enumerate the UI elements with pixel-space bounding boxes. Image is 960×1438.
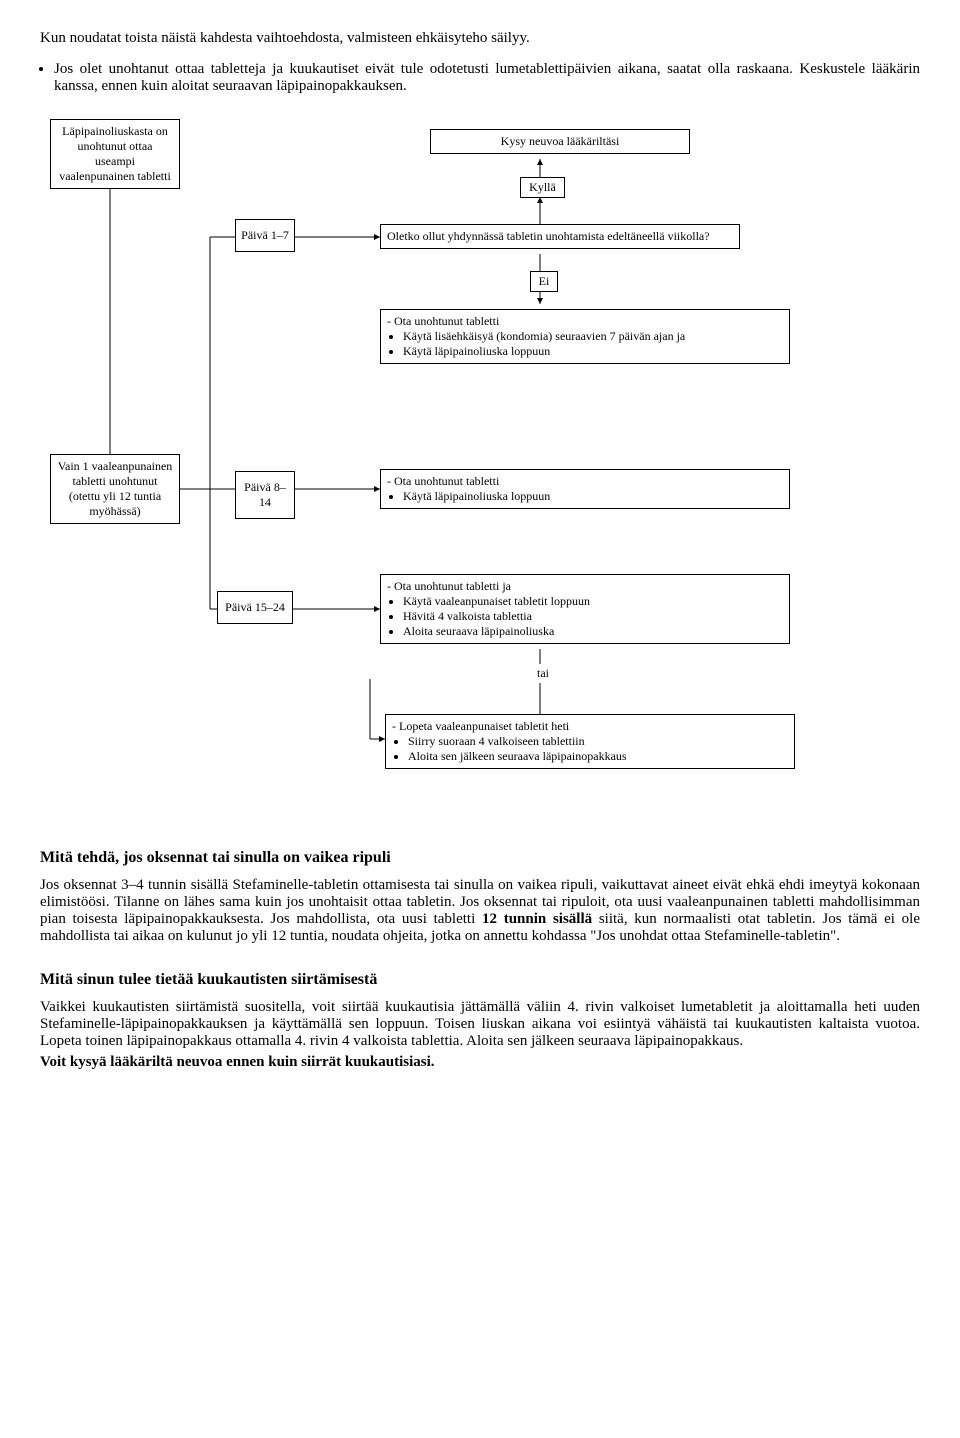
flow-box-action-4: - Lopeta vaaleanpunaiset tabletit heti S… xyxy=(385,714,795,769)
flow-label-yes: Kyllä xyxy=(520,177,565,198)
flow-box1-line2: Käytä lisäehkäisyä (kondomia) seuraavien… xyxy=(403,329,783,344)
section-2-bold-end: Voit kysyä lääkäriltä neuvoa ennen kuin … xyxy=(40,1054,920,1071)
intro-bullet-item: Jos olet unohtanut ottaa tabletteja ja k… xyxy=(54,61,920,95)
section-2-paragraph: Vaikkei kuukautisten siirtämistä suosite… xyxy=(40,999,920,1050)
flow-box1-line3: Käytä läpipainoliuska loppuun xyxy=(403,344,783,359)
flow-label-no: Ei xyxy=(530,271,558,292)
flow-box-only-one: Vain 1 vaaleanpunainen tabletti unohtunu… xyxy=(50,454,180,524)
flow-box-action-3: - Ota unohtunut tabletti ja Käytä vaalea… xyxy=(380,574,790,644)
flow-box-ask-doctor: Kysy neuvoa lääkäriltäsi xyxy=(430,129,690,154)
intro-bullet-list: Jos olet unohtanut ottaa tabletteja ja k… xyxy=(54,61,920,95)
flow-box-day-15-24: Päivä 15–24 xyxy=(217,591,293,624)
flow-box3-line3: Hävitä 4 valkoista tablettia xyxy=(403,609,783,624)
flow-box-action-2: - Ota unohtunut tabletti Käytä läpipaino… xyxy=(380,469,790,509)
flow-box3-line1: - Ota unohtunut tabletti ja xyxy=(387,579,511,593)
section-1-paragraph: Jos oksennat 3–4 tunnin sisällä Stefamin… xyxy=(40,877,920,945)
flow-box2-line2: Käytä läpipainoliuska loppuun xyxy=(403,489,783,504)
flow-box3-line2: Käytä vaaleanpunaiset tabletit loppuun xyxy=(403,594,783,609)
flowchart: Läpipainoliuskasta on unohtunut ottaa us… xyxy=(40,119,900,819)
flow-box4-line1: - Lopeta vaaleanpunaiset tabletit heti xyxy=(392,719,569,733)
section-1-heading: Mitä tehdä, jos oksennat tai sinulla on … xyxy=(40,849,920,867)
flow-box1-line1: - Ota unohtunut tabletti xyxy=(387,314,499,328)
flow-box-day-1-7: Päivä 1–7 xyxy=(235,219,295,252)
flow-box3-line4: Aloita seuraava läpipainoliuska xyxy=(403,624,783,639)
flow-box-multi-missed: Läpipainoliuskasta on unohtunut ottaa us… xyxy=(50,119,180,189)
flow-box4-line3: Aloita sen jälkeen seuraava läpipainopak… xyxy=(408,749,788,764)
flow-box-action-1: - Ota unohtunut tabletti Käytä lisäehkäi… xyxy=(380,309,790,364)
flow-box4-line2: Siirry suoraan 4 valkoiseen tablettiin xyxy=(408,734,788,749)
flow-box-day-8-14: Päivä 8–14 xyxy=(235,471,295,519)
sec1-bold: 12 tunnin sisällä xyxy=(482,911,592,927)
flow-box2-line1: - Ota unohtunut tabletti xyxy=(387,474,499,488)
intro-para-1: Kun noudatat toista näistä kahdesta vaih… xyxy=(40,30,920,47)
flow-label-or: tai xyxy=(528,664,558,683)
flow-box-question: Oletko ollut yhdynnässä tabletin unohtam… xyxy=(380,224,740,249)
section-2-heading: Mitä sinun tulee tietää kuukautisten sii… xyxy=(40,971,920,989)
